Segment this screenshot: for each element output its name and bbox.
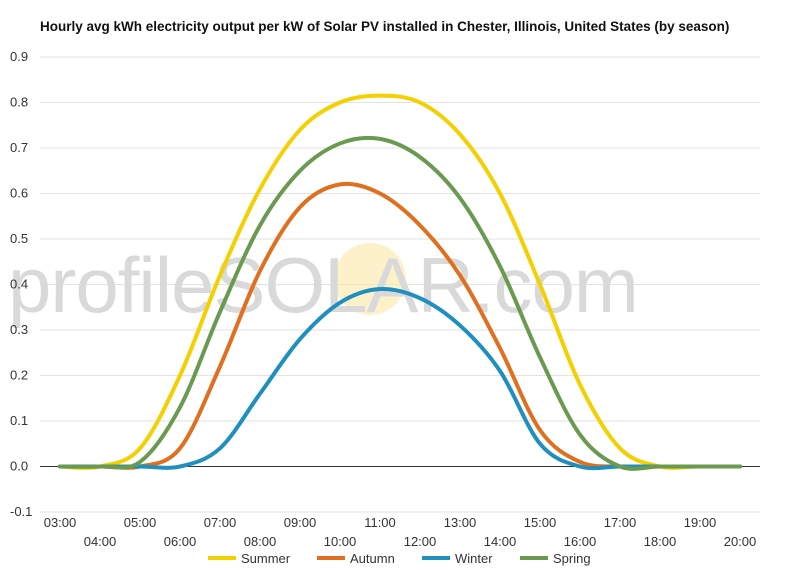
y-tick-label: 0.2 [10,368,28,383]
y-tick-label: 0.1 [10,413,28,428]
x-tick-label: 10:00 [324,534,357,549]
y-tick-label: -0.1 [10,504,32,519]
legend-label-summer: Summer [241,551,291,566]
x-axis-ticks: 03:00 04:00 05:00 06:00 07:00 08:00 09:00 10:00… [44,515,757,549]
x-tick-label: 05:00 [124,515,157,530]
legend-label-winter: Winter [455,551,493,566]
series-lines [58,93,742,471]
y-tick-label: 0.3 [10,322,28,337]
x-tick-label: 17:00 [604,515,637,530]
y-axis-ticks: 0.9 0.8 0.7 0.6 0.5 0.4 0.3 0.2 0.1 0.0 -0.1 [10,49,32,519]
x-tick-label: 18:00 [644,534,677,549]
x-tick-label: 11:00 [364,515,396,530]
x-tick-label: 09:00 [284,515,317,530]
legend-label-autumn: Autumn [350,551,395,566]
y-tick-label: 0.4 [10,277,28,292]
series-line-summer [58,93,742,470]
x-tick-label: 16:00 [564,534,597,549]
x-tick-label: 06:00 [164,534,197,549]
chart-title: Hourly avg kWh electricity output per kW… [40,19,730,34]
y-tick-label: 0.6 [10,186,28,201]
y-tick-label: 0.8 [10,95,28,110]
x-tick-label: 08:00 [244,534,277,549]
y-tick-label: 0.0 [10,459,28,474]
x-tick-label: 19:00 [684,515,717,530]
legend: Summer Autumn Winter Spring [208,551,591,566]
y-tick-label: 0.5 [10,231,28,246]
x-tick-label: 14:00 [484,534,517,549]
series-line-spring [58,135,742,471]
x-tick-label: 20:00 [724,534,757,549]
legend-label-spring: Spring [553,551,591,566]
x-tick-label: 13:00 [444,515,477,530]
x-tick-label: 15:00 [524,515,557,530]
x-tick-label: 03:00 [44,515,77,530]
y-tick-label: 0.9 [10,49,28,64]
y-tick-label: 0.7 [10,140,28,155]
x-tick-label: 04:00 [84,534,117,549]
x-tick-label: 07:00 [204,515,237,530]
x-tick-label: 12:00 [404,534,437,549]
